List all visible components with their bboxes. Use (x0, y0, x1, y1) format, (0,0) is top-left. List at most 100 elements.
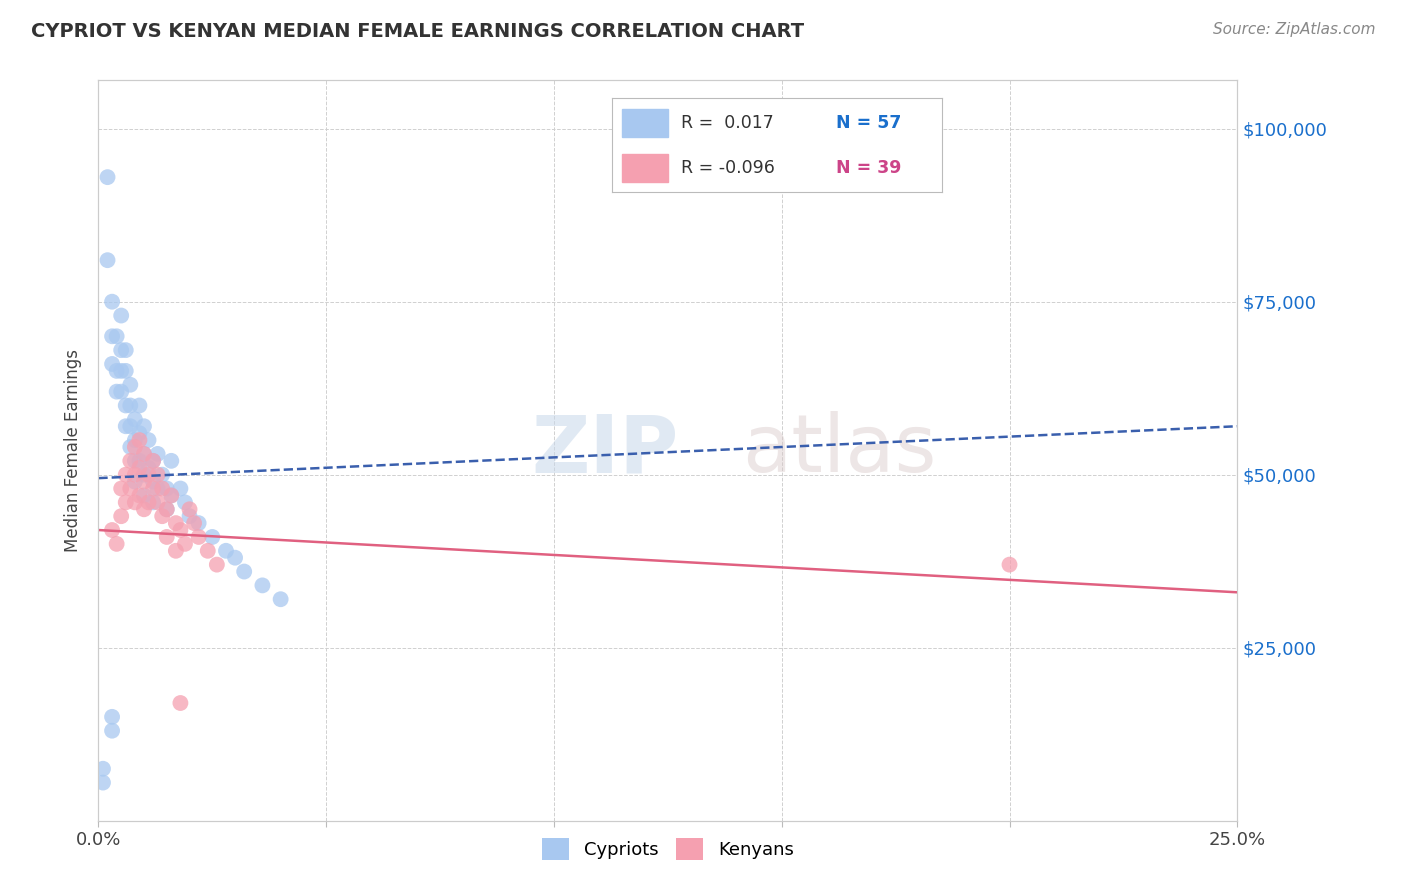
Point (105, 384, 128, 399)
Point (124, 440, 146, 454)
Point (138, 467, 160, 482)
Point (150, 467, 173, 482)
Text: atlas: atlas (742, 411, 936, 490)
Point (169, 696, 191, 710)
Point (138, 460, 160, 475)
Text: ZIP: ZIP (531, 411, 679, 490)
Point (252, 578, 274, 592)
Point (132, 488, 155, 502)
Point (142, 495, 165, 509)
Point (132, 502, 155, 516)
Point (105, 537, 128, 551)
Point (114, 419, 136, 434)
Point (105, 329, 128, 343)
Point (160, 454, 183, 468)
Point (205, 558, 228, 572)
Text: Source: ZipAtlas.com: Source: ZipAtlas.com (1212, 22, 1375, 37)
Text: R = -0.096: R = -0.096 (681, 160, 775, 178)
Point (179, 509, 201, 524)
Point (142, 454, 165, 468)
Point (142, 482, 165, 496)
Point (128, 399, 150, 413)
Point (998, 558, 1021, 572)
Point (187, 516, 209, 530)
Point (160, 488, 183, 502)
Point (114, 467, 136, 482)
Point (156, 482, 179, 496)
Point (146, 447, 169, 461)
Point (165, 516, 187, 530)
Point (105, 364, 128, 378)
Point (110, 384, 132, 399)
Point (132, 447, 155, 461)
Point (101, 723, 124, 738)
Point (120, 440, 142, 454)
Point (124, 454, 146, 468)
Point (215, 543, 238, 558)
Point (110, 509, 132, 524)
Point (124, 495, 146, 509)
Point (183, 516, 205, 530)
Text: N = 39: N = 39 (837, 160, 901, 178)
Text: CYPRIOT VS KENYAN MEDIAN FEMALE EARNINGS CORRELATION CHART: CYPRIOT VS KENYAN MEDIAN FEMALE EARNINGS… (31, 22, 804, 41)
Point (96, 170, 118, 185)
Point (142, 475, 165, 489)
Point (165, 543, 187, 558)
Point (270, 592, 292, 607)
Point (101, 710, 124, 724)
Point (96, 253, 118, 268)
Point (114, 364, 136, 378)
Point (101, 294, 124, 309)
Point (160, 488, 183, 502)
Point (187, 530, 209, 544)
Point (233, 565, 256, 579)
Point (91, 775, 114, 789)
Point (132, 475, 155, 489)
Point (156, 502, 179, 516)
Point (110, 482, 132, 496)
Point (169, 482, 191, 496)
Point (114, 495, 136, 509)
Point (128, 454, 150, 468)
Point (179, 502, 201, 516)
Point (146, 495, 169, 509)
Point (132, 447, 155, 461)
Point (120, 399, 142, 413)
Point (120, 419, 142, 434)
Point (114, 399, 136, 413)
Point (110, 343, 132, 358)
Point (201, 530, 224, 544)
Point (174, 495, 197, 509)
FancyBboxPatch shape (621, 154, 668, 183)
Point (169, 523, 191, 537)
Point (224, 550, 246, 565)
Y-axis label: Median Female Earnings: Median Female Earnings (65, 349, 83, 552)
Point (114, 343, 136, 358)
Text: R =  0.017: R = 0.017 (681, 114, 773, 132)
Point (156, 530, 179, 544)
Legend: Cypriots, Kenyans: Cypriots, Kenyans (534, 830, 801, 867)
Point (101, 523, 124, 537)
Point (124, 475, 146, 489)
Point (132, 467, 155, 482)
Point (150, 482, 173, 496)
Point (124, 467, 146, 482)
Point (156, 502, 179, 516)
Point (132, 419, 155, 434)
Point (124, 412, 146, 426)
Point (138, 433, 160, 447)
Point (120, 482, 142, 496)
Point (150, 509, 173, 524)
Point (101, 329, 124, 343)
Text: N = 57: N = 57 (837, 114, 901, 132)
Point (128, 460, 150, 475)
Point (197, 543, 219, 558)
Point (101, 357, 124, 371)
Point (174, 537, 197, 551)
Point (146, 482, 169, 496)
Point (91, 762, 114, 776)
Point (146, 467, 169, 482)
Point (120, 454, 142, 468)
Point (128, 433, 150, 447)
Point (142, 454, 165, 468)
